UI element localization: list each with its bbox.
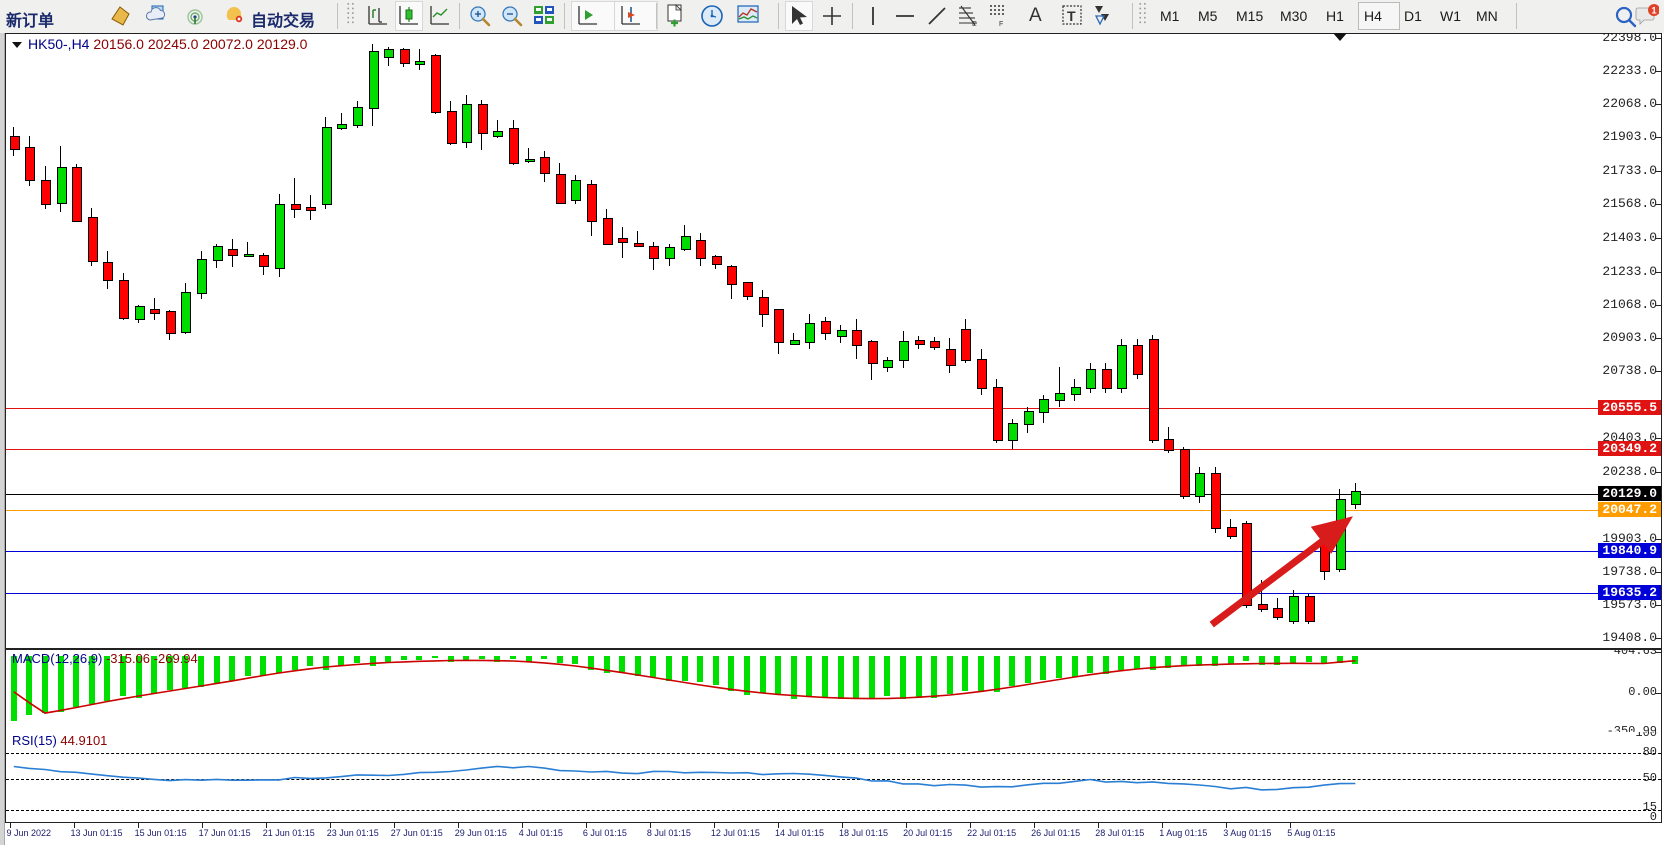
svg-text:F: F (999, 21, 1003, 28)
svg-text:T: T (1067, 8, 1076, 24)
svg-text:E: E (972, 21, 977, 28)
svg-text:1: 1 (1651, 6, 1656, 16)
